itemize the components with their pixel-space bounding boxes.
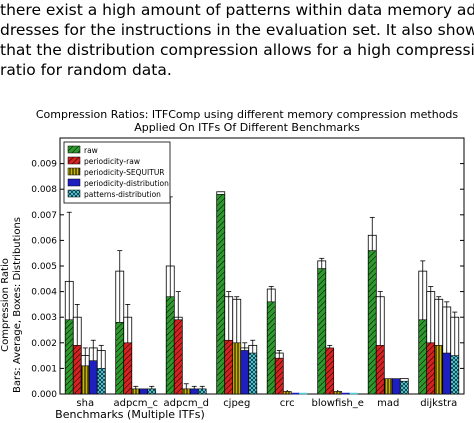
bar-hatch <box>174 319 183 394</box>
bar-hatch <box>283 391 292 394</box>
y-tick-label: 0.002 <box>31 339 57 349</box>
y-tick-label: 0.007 <box>31 211 57 221</box>
x-tick-label: dijkstra <box>420 398 457 409</box>
bar-hatch <box>376 345 385 394</box>
legend-swatch <box>67 178 81 187</box>
bar-hatch <box>198 388 207 394</box>
legend-label: periodicity-distribution <box>84 179 169 188</box>
legend-label: periodicity-SEQUITUR <box>84 168 165 177</box>
bar-hatch <box>317 268 326 394</box>
x-tick-label: adpcm_c <box>113 398 158 409</box>
bar-hatch <box>97 368 106 394</box>
bar-hatch <box>73 345 82 394</box>
bar-hatch <box>123 342 132 394</box>
legend-swatch-hatch <box>68 157 80 164</box>
y-axis-label-secondary: Bars: Average, Boxes: Distributions <box>12 217 23 393</box>
compression-ratio-chart: Compression Ratios: ITFComp using differ… <box>0 108 465 421</box>
y-tick-label: 0.000 <box>31 390 57 400</box>
bar-hatch <box>147 388 156 394</box>
legend-box <box>63 141 171 204</box>
bar-hatch <box>434 345 443 394</box>
bar-hatch <box>115 322 124 394</box>
bar <box>240 350 250 395</box>
y-axis-label: Compression Ratio <box>0 258 11 352</box>
bar <box>139 388 149 395</box>
bar-hatch <box>224 340 233 394</box>
bar-hatch <box>426 342 435 394</box>
paragraph-line: ratio for random data. <box>0 61 172 79</box>
paragraph-line: that the distribution compression allows… <box>0 41 474 59</box>
chart-subtitle: Applied On ITFs Of Different Benchmarks <box>134 121 360 134</box>
bar-hatch <box>368 250 377 394</box>
bar-hatch <box>267 301 276 394</box>
bar-hatch <box>400 381 409 394</box>
bar-hatch <box>333 391 342 394</box>
paragraph-line: dresses for the instructions in the eval… <box>0 21 474 39</box>
chart-title: Compression Ratios: ITFComp using differ… <box>36 108 459 121</box>
legend-label: raw <box>84 146 98 155</box>
legend-swatch-hatch <box>68 146 80 153</box>
y-tick-label: 0.003 <box>31 313 57 323</box>
x-tick-label: cjpeg <box>223 398 250 409</box>
bar-hatch <box>450 355 459 394</box>
x-tick-label: crc <box>280 398 295 409</box>
bar-hatch <box>325 347 334 394</box>
y-tick-label: 0.006 <box>31 236 57 246</box>
bar-hatch <box>166 296 175 394</box>
x-axis-label: Benchmarks (Multiple ITFs) <box>55 408 205 421</box>
x-tick-label: mad <box>377 398 399 409</box>
legend-swatch-hatch <box>68 168 80 175</box>
bar-hatch <box>232 342 241 394</box>
bar-hatch <box>182 388 191 394</box>
legend-label: patterns-distribution <box>84 190 161 199</box>
body-paragraph: there exist a high amount of patterns wi… <box>0 0 474 80</box>
x-tick-label: blowfish_e <box>312 398 364 409</box>
x-tick-label: adpcm_d <box>164 398 209 409</box>
plot-area: 0.000 0.001 0.002 0.003 0.004 0.005 0.006 0.007… <box>31 137 465 409</box>
paragraph-line: there exist a high amount of patterns wi… <box>0 1 474 19</box>
bar-hatch <box>275 358 284 394</box>
bar-hatch <box>65 319 74 394</box>
legend-swatch-hatch <box>68 190 80 197</box>
bar <box>442 352 452 395</box>
bar <box>189 388 199 395</box>
y-tick-label: 0.004 <box>31 288 57 298</box>
y-tick-label: 0.008 <box>31 185 57 195</box>
bar <box>391 378 401 395</box>
y-tick-label: 0.001 <box>31 364 57 374</box>
legend-label: periodicity-raw <box>84 157 140 166</box>
bar-hatch <box>418 319 427 394</box>
bar-hatch <box>81 365 90 394</box>
bar-hatch <box>216 194 225 394</box>
bar <box>88 360 98 395</box>
bar-hatch <box>384 378 393 394</box>
x-tick-label: sha <box>76 398 94 409</box>
y-tick-label: 0.009 <box>31 160 57 170</box>
y-tick-label: 0.005 <box>31 262 57 272</box>
bar-hatch <box>248 353 257 394</box>
bar-hatch <box>131 388 140 394</box>
